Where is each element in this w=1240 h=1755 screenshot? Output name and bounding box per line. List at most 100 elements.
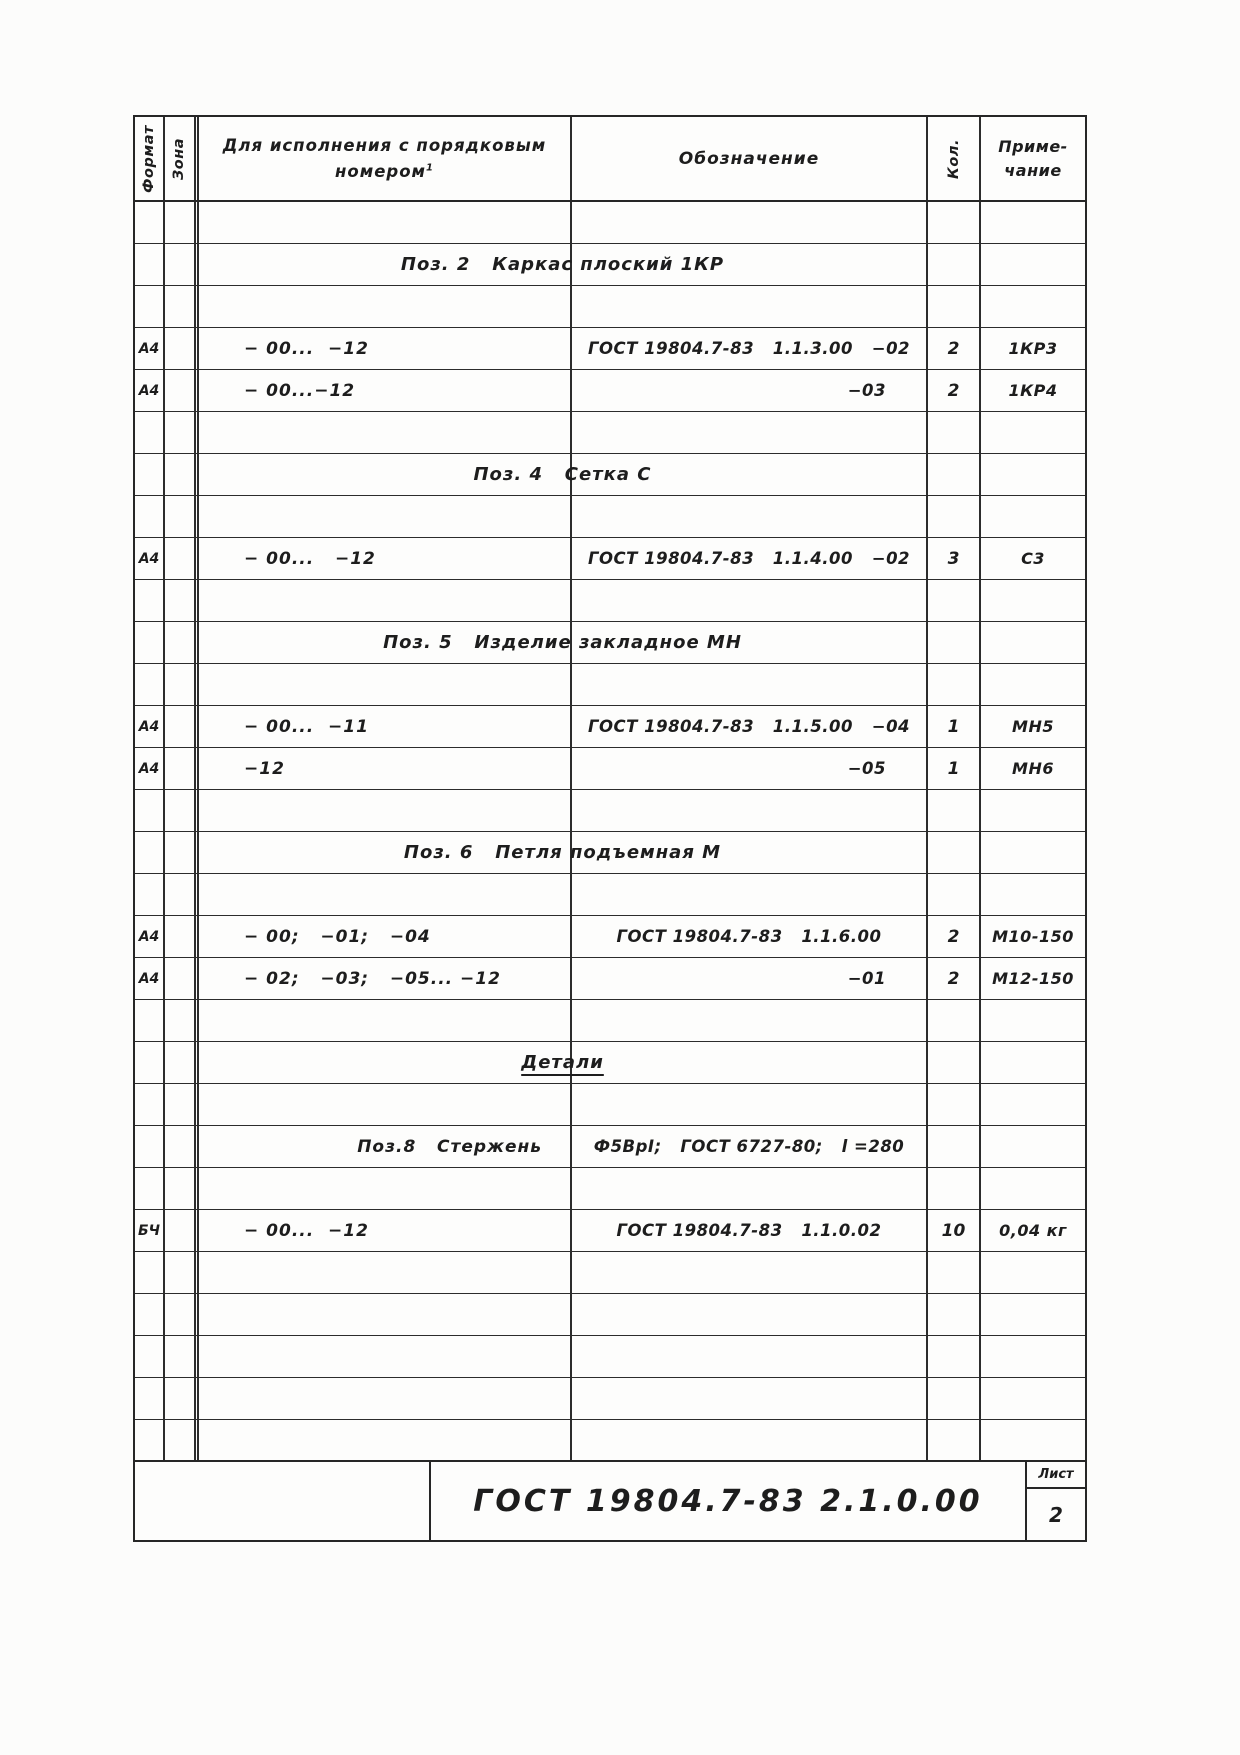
table-row-data: БЧ − 00... −12 ГОСТ 19804.7-83 1.1.0.02 10 0… <box>135 1210 1085 1252</box>
format-cell: А4 <box>135 748 165 789</box>
col-header-quantity-cell: Кол. <box>928 117 981 200</box>
zone-cell <box>165 1336 199 1377</box>
execution-cell <box>199 580 572 621</box>
table-row-section: Поз. 5 Изделие закладное МН <box>135 622 1085 664</box>
format-cell: БЧ <box>135 1210 165 1251</box>
zone-cell <box>165 916 199 957</box>
zone-cell <box>165 1252 199 1293</box>
designation-cell: −03 <box>572 370 928 411</box>
format-cell <box>135 874 165 915</box>
table-row-empty <box>135 496 1085 538</box>
execution-cell <box>199 412 572 453</box>
quantity-cell <box>928 1336 981 1377</box>
table-row-empty <box>135 1294 1085 1336</box>
execution-cell <box>199 1420 572 1462</box>
note-cell <box>981 1420 1085 1462</box>
quantity-cell: 3 <box>928 538 981 579</box>
designation-cell <box>572 1252 928 1293</box>
table-header-row: Формат Зона Для исполнения с порядковым … <box>135 117 1085 202</box>
quantity-cell: 2 <box>928 916 981 957</box>
zone-cell <box>165 622 199 663</box>
note-cell <box>981 1168 1085 1209</box>
note-cell: М12-150 <box>992 969 1074 988</box>
designation-cell <box>572 1420 928 1462</box>
designation-cell <box>572 1168 928 1209</box>
execution-cell <box>199 1294 572 1335</box>
execution-cell <box>199 1168 572 1209</box>
quantity-cell <box>928 1126 981 1167</box>
execution-cell: − 00; −01; −04 <box>199 916 572 957</box>
format-cell: А4 <box>135 916 165 957</box>
format-cell <box>135 454 165 495</box>
quantity-cell <box>928 244 981 285</box>
format-cell <box>135 580 165 621</box>
table-row-empty <box>135 1252 1085 1294</box>
format-cell <box>135 1000 165 1041</box>
note-cell <box>981 1336 1085 1377</box>
table-row-empty <box>135 1000 1085 1042</box>
designation-cell <box>572 1294 928 1335</box>
note-cell <box>981 664 1085 705</box>
quantity-cell: 2 <box>928 370 981 411</box>
zone-cell <box>165 748 199 789</box>
format-cell <box>135 496 165 537</box>
zone-cell <box>165 1420 199 1462</box>
zone-cell <box>165 1210 199 1251</box>
execution-cell <box>199 1378 572 1419</box>
zone-cell <box>165 874 199 915</box>
col-header-zone-cell: Зона <box>165 117 199 200</box>
quantity-cell <box>928 622 981 663</box>
quantity-cell: 2 <box>928 328 981 369</box>
section-heading: Поз. 6 Петля подъемная М <box>403 842 722 863</box>
format-cell <box>135 1252 165 1293</box>
column-divider-line <box>570 454 572 495</box>
zone-cell <box>165 580 199 621</box>
section-heading-cell: Поз. 6 Петля подъемная М <box>199 832 928 873</box>
zone-cell <box>165 958 199 999</box>
designation-cell <box>572 1084 928 1125</box>
zone-cell <box>165 664 199 705</box>
quantity-cell <box>928 1378 981 1419</box>
zone-cell <box>165 790 199 831</box>
section-heading: Поз. 5 Изделие закладное МН <box>383 632 742 653</box>
quantity-cell <box>928 454 981 495</box>
zone-cell <box>165 454 199 495</box>
designation-cell: ГОСТ 19804.7-83 1.1.3.00 −02 <box>572 328 928 369</box>
sheet-box: Лист 2 <box>1027 1462 1085 1540</box>
note-cell <box>981 1126 1085 1167</box>
execution-cell: − 00... −12 <box>199 538 572 579</box>
table-row-empty <box>135 790 1085 832</box>
table-row-data: А4 − 02; −03; −05... −12 −01 2 М12-150 <box>135 958 1085 1000</box>
note-cell <box>981 622 1085 663</box>
note-cell <box>981 1378 1085 1419</box>
designation-cell <box>572 1000 928 1041</box>
note-cell <box>981 496 1085 537</box>
zone-cell <box>165 1000 199 1041</box>
note-cell <box>981 202 1085 243</box>
quantity-cell <box>928 1168 981 1209</box>
table-row-empty <box>135 286 1085 328</box>
note-cell <box>981 1084 1085 1125</box>
col-header-format-cell: Формат <box>135 117 165 200</box>
note-cell <box>981 1294 1085 1335</box>
document-designation: ГОСТ 19804.7-83 2.1.0.00 <box>431 1462 1027 1540</box>
table-row-section: Поз. 6 Петля подъемная М <box>135 832 1085 874</box>
note-cell <box>981 1000 1085 1041</box>
col-header-quantity: Кол. <box>945 138 962 179</box>
table-row-data: А4 − 00; −01; −04 ГОСТ 19804.7-83 1.1.6.00… <box>135 916 1085 958</box>
quantity-cell <box>928 1294 981 1335</box>
execution-cell: − 02; −03; −05... −12 <box>199 958 572 999</box>
format-cell <box>135 1294 165 1335</box>
table-row-data: А4 − 00...−12 −03 2 1КР4 <box>135 370 1085 412</box>
execution-cell: Поз.8 Стержень <box>199 1126 572 1167</box>
table-row-empty <box>135 874 1085 916</box>
format-cell <box>135 790 165 831</box>
table-row-empty <box>135 1336 1085 1378</box>
col-header-note: Приме- чание <box>981 117 1085 200</box>
zone-cell <box>165 1294 199 1335</box>
designation-cell: −01 <box>572 958 928 999</box>
format-cell: А4 <box>135 538 165 579</box>
table-row-data: А4 −12 −05 1 МН6 <box>135 748 1085 790</box>
designation-cell <box>572 202 928 243</box>
format-cell: А4 <box>135 706 165 747</box>
